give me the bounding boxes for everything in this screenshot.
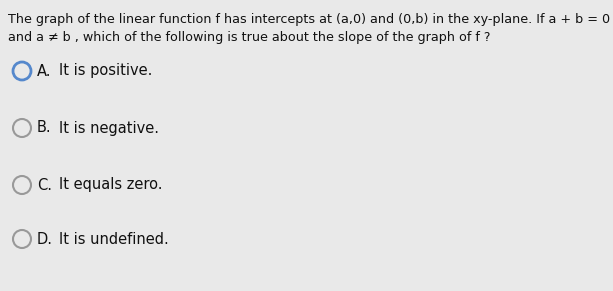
Text: It equals zero.: It equals zero. bbox=[59, 178, 162, 193]
Text: D.: D. bbox=[37, 232, 53, 246]
Text: and a ≠ b , which of the following is true about the slope of the graph of f ?: and a ≠ b , which of the following is tr… bbox=[8, 31, 490, 44]
Text: It is positive.: It is positive. bbox=[59, 63, 153, 79]
Text: B.: B. bbox=[37, 120, 51, 136]
Text: The graph of the linear function f has intercepts at (a,0) and (0,b) in the xy-p: The graph of the linear function f has i… bbox=[8, 13, 610, 26]
Text: It is negative.: It is negative. bbox=[59, 120, 159, 136]
Text: A.: A. bbox=[37, 63, 51, 79]
Text: It is undefined.: It is undefined. bbox=[59, 232, 169, 246]
Text: C.: C. bbox=[37, 178, 52, 193]
